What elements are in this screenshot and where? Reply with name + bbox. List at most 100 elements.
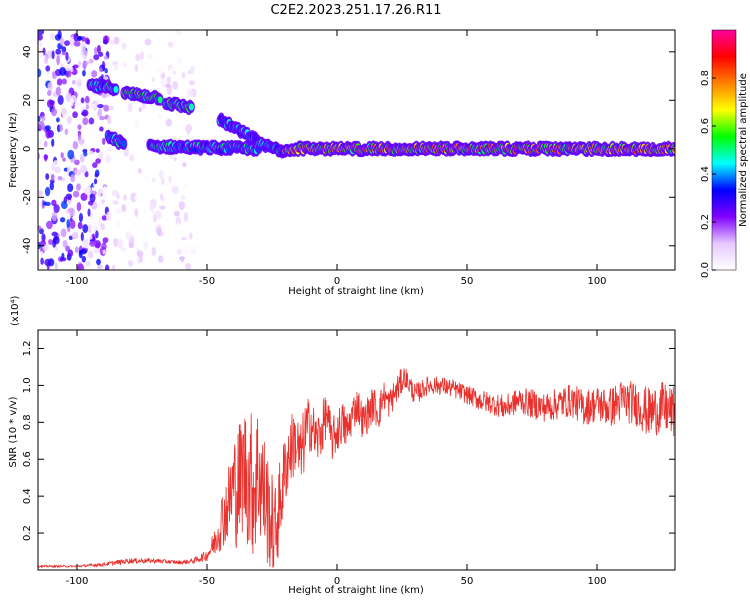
heatmap-blob: [103, 104, 110, 112]
heatmap-blob: [57, 94, 64, 105]
heatmap-blob: [38, 120, 45, 131]
heatmap-blob: [98, 152, 104, 160]
heatmap-blob: [43, 55, 48, 65]
heatmap-blob: [147, 53, 153, 60]
x-tick-label: 0: [334, 276, 340, 287]
heatmap-blob: [87, 208, 91, 217]
heatmap-blob: [60, 228, 67, 238]
heatmap-blob: [123, 62, 128, 68]
heatmap-blob: [95, 230, 99, 239]
heatmap-blob: [65, 92, 72, 102]
colorbar-tick-label: 0.0: [700, 262, 711, 278]
heatmap-blob: [134, 207, 139, 218]
spectrogram-frame: [37, 29, 676, 271]
heatmap-blob: [82, 224, 89, 234]
heatmap-blob: [116, 238, 124, 249]
heatmap-blob: [71, 79, 76, 85]
heatmap-blob: [91, 70, 98, 78]
heatmap-blob: [48, 238, 53, 246]
heatmap-blob: [44, 125, 51, 131]
heatmap-blob: [50, 173, 55, 181]
snr-x-ticks: -100 -50 0 50 100: [66, 330, 607, 587]
heatmap-blob: [74, 101, 82, 106]
heatmap-blob: [79, 153, 85, 163]
heatmap-blob: [112, 200, 119, 205]
y-tick-label: 40: [22, 45, 33, 58]
heatmap-blob: [181, 244, 189, 255]
heatmap-blob: [74, 169, 82, 176]
heatmap-blob: [167, 175, 172, 184]
heatmap-blob: [78, 60, 82, 67]
heatmap-blob: [86, 39, 91, 45]
heatmap-blob: [89, 193, 96, 203]
heatmap-blob: [59, 124, 63, 132]
heatmap-blob: [82, 69, 86, 77]
heatmap-blob: [106, 147, 113, 152]
heatmap-blob: [102, 249, 107, 255]
heatmap-blob: [183, 212, 189, 222]
heatmap-blob: [49, 32, 56, 41]
heatmap-blob: [94, 173, 99, 178]
heatmap-blob: [113, 36, 120, 45]
heatmap-blob: [45, 128, 52, 139]
heatmap-blob: [129, 154, 135, 162]
heatmap-blob: [45, 173, 50, 180]
heatmap-blob: [54, 262, 59, 270]
heatmap-blob: [102, 39, 108, 45]
heatmap-blob: [44, 186, 51, 197]
heatmap-blob: [93, 181, 99, 188]
heatmap-blob: [176, 248, 183, 256]
heatmap-blob: [176, 222, 181, 231]
heatmap-blob: [69, 36, 75, 46]
heatmap-blob: [101, 60, 106, 71]
heatmap-blob: [80, 42, 87, 51]
heatmap-blob: [137, 168, 142, 174]
heatmap-blob: [87, 224, 92, 234]
heatmap-blob: [44, 201, 51, 207]
heatmap-blob: [38, 57, 44, 64]
heatmap-blob: [67, 124, 73, 134]
x-tick-label: -100: [66, 276, 89, 287]
heatmap-blob: [64, 65, 72, 72]
heatmap-blob: [151, 247, 157, 256]
heatmap-blob: [56, 55, 60, 66]
heatmap-blob: [94, 47, 98, 55]
snr-y-ticks: 0.2 0.4 0.6 0.8 1.0 1.2: [22, 341, 675, 541]
heatmap-blob: [150, 200, 155, 205]
heatmap-blob: [175, 216, 182, 226]
y-tick-label: 0: [22, 146, 33, 152]
heatmap-blob: [81, 111, 87, 116]
heatmap-blob: [159, 170, 164, 180]
x-tick-label: 100: [587, 576, 606, 587]
heatmap-blob: [121, 203, 126, 213]
heatmap-blob: [92, 162, 98, 169]
heatmap-blob: [67, 183, 74, 192]
heatmap-blob: [78, 212, 84, 223]
heatmap-blob: [64, 128, 69, 135]
heatmap-blob: [128, 242, 135, 249]
heatmap-blob: [69, 219, 76, 229]
heatmap-core: [113, 86, 119, 94]
heatmap-blob: [54, 166, 61, 174]
heatmap-blob: [133, 99, 139, 110]
heatmap-blob: [120, 247, 127, 252]
heatmap-blob: [151, 262, 156, 270]
y-tick-label: 20: [22, 94, 33, 107]
heatmap-blob: [38, 225, 42, 231]
heatmap-blob: [134, 195, 140, 201]
heatmap-blob: [127, 260, 134, 267]
heatmap-blob: [46, 99, 54, 108]
heatmap-blob: [51, 211, 58, 222]
heatmap-blob: [139, 255, 143, 263]
heatmap-blob: [100, 223, 106, 231]
heatmap-blob: [101, 199, 105, 204]
heatmap-blob: [78, 138, 85, 145]
heatmap-blob: [40, 257, 44, 265]
y-tick-label: 0.2: [22, 525, 33, 541]
heatmap-blob: [73, 190, 80, 198]
heatmap-blob: [96, 258, 101, 266]
heatmap-blob: [94, 239, 101, 249]
heatmap-blob: [70, 97, 74, 107]
heatmap-blob: [81, 255, 86, 263]
